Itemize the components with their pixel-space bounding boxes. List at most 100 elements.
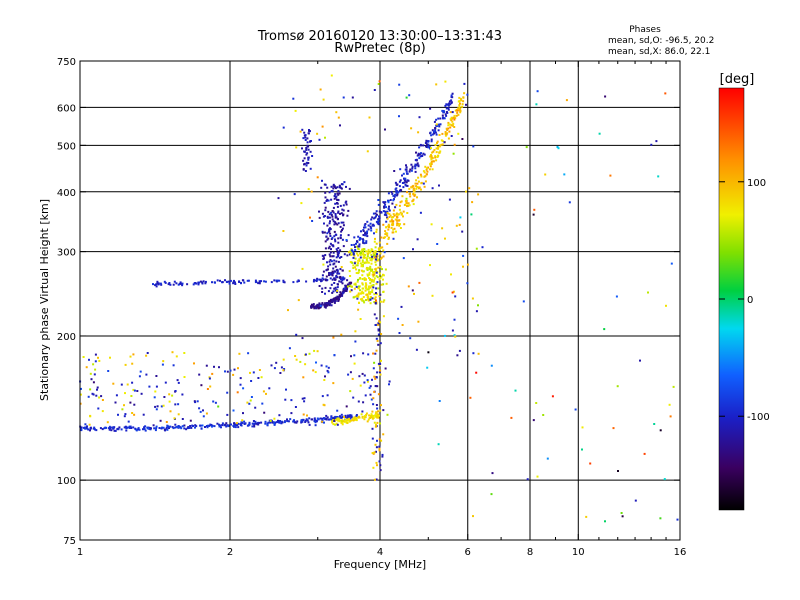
data-point — [383, 213, 386, 216]
data-point — [364, 253, 366, 256]
data-point — [153, 427, 156, 430]
data-point — [94, 428, 96, 431]
data-point — [335, 256, 338, 259]
data-point — [417, 164, 420, 167]
data-point — [242, 412, 244, 415]
data-point — [438, 145, 441, 148]
data-point — [320, 186, 323, 189]
data-point — [217, 405, 220, 408]
x-axis-label: Frequency [MHz] — [334, 558, 426, 571]
data-point — [320, 303, 323, 306]
data-point — [454, 335, 457, 338]
data-point — [345, 285, 347, 288]
data-point — [461, 103, 464, 106]
data-point — [372, 367, 375, 370]
data-point — [221, 281, 224, 284]
data-point — [373, 414, 376, 417]
colorbar-tick-label: 0 — [747, 295, 753, 306]
data-point — [283, 368, 286, 370]
data-point — [372, 275, 375, 278]
data-point — [379, 342, 382, 345]
data-point — [305, 147, 308, 149]
data-point — [657, 175, 660, 178]
data-point — [333, 282, 336, 284]
data-point — [260, 280, 263, 283]
data-point — [357, 292, 360, 295]
data-point — [218, 366, 220, 369]
data-point — [429, 165, 432, 168]
data-point — [154, 429, 157, 432]
data-point — [162, 360, 165, 363]
data-point — [461, 230, 464, 233]
data-point — [332, 245, 335, 248]
data-point — [331, 255, 334, 258]
data-point — [459, 110, 462, 112]
data-point — [248, 421, 251, 424]
data-point — [436, 140, 439, 143]
data-point — [458, 100, 461, 103]
data-point — [252, 420, 255, 422]
data-point — [392, 213, 395, 216]
data-point — [373, 89, 376, 91]
data-point — [315, 361, 317, 364]
data-point — [431, 187, 434, 190]
data-point — [332, 419, 335, 422]
data-point — [372, 254, 375, 257]
data-point — [382, 300, 385, 303]
data-point — [355, 285, 358, 288]
data-point — [273, 417, 276, 420]
data-point — [213, 281, 216, 284]
data-point — [363, 381, 366, 384]
data-point — [367, 295, 370, 298]
data-point — [341, 423, 344, 426]
data-point — [400, 200, 403, 203]
data-point — [323, 201, 326, 204]
data-point — [438, 125, 441, 128]
data-point — [604, 95, 607, 98]
data-point — [132, 353, 135, 356]
data-point — [229, 279, 232, 282]
data-point — [173, 280, 176, 283]
data-point — [477, 304, 479, 307]
data-point — [335, 222, 337, 225]
data-point — [264, 280, 267, 283]
data-point — [326, 216, 329, 219]
data-point — [237, 367, 239, 370]
data-point — [181, 425, 184, 428]
data-point — [397, 317, 400, 320]
data-point — [157, 283, 160, 286]
data-point — [434, 156, 437, 159]
data-point — [355, 252, 358, 255]
data-point — [384, 210, 387, 213]
data-point — [321, 291, 324, 293]
data-point — [370, 284, 373, 287]
data-point — [420, 175, 423, 178]
data-point — [430, 134, 433, 137]
data-point — [365, 261, 368, 264]
data-point — [411, 289, 414, 292]
data-point — [653, 423, 656, 425]
data-point — [375, 461, 378, 464]
data-point — [183, 376, 186, 378]
data-point — [375, 404, 378, 406]
data-point — [376, 222, 379, 225]
data-point — [444, 334, 446, 337]
data-point — [295, 358, 298, 361]
data-point — [131, 412, 134, 414]
data-point — [365, 267, 368, 270]
data-point — [140, 392, 143, 395]
data-point — [332, 183, 335, 186]
data-point — [80, 428, 83, 431]
data-point — [331, 210, 334, 213]
data-point — [330, 248, 332, 251]
data-point — [574, 408, 577, 411]
data-point — [357, 259, 360, 262]
data-point — [339, 275, 342, 278]
data-point — [445, 127, 448, 130]
data-point — [358, 238, 361, 241]
data-point — [293, 421, 296, 424]
data-point — [205, 412, 208, 415]
data-point — [359, 277, 362, 279]
